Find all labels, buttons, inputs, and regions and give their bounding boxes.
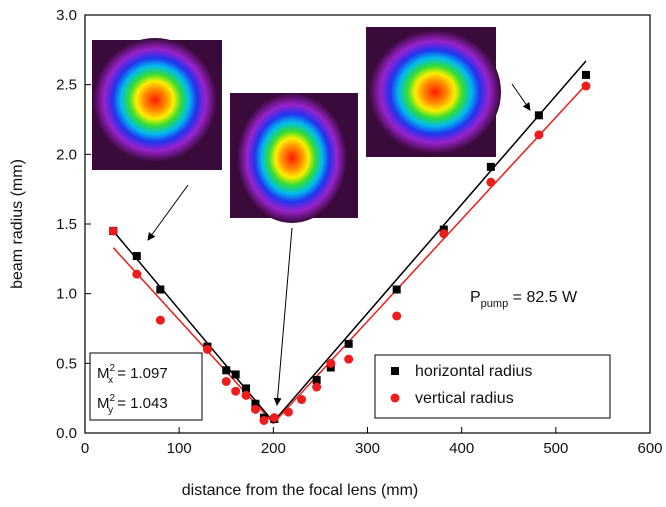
- y-tick-label: 3.0: [56, 7, 77, 24]
- point: [232, 370, 240, 378]
- point: [326, 359, 335, 368]
- beam-images: [92, 27, 501, 223]
- point: [259, 416, 268, 425]
- point: [582, 71, 590, 79]
- x-tick-label: 300: [355, 440, 380, 457]
- point: [203, 345, 212, 354]
- chart: distance from the focal lens (mm) beam r…: [0, 0, 666, 502]
- y-tick-label: 1.5: [56, 216, 77, 233]
- legend-marker: [391, 367, 399, 375]
- point: [393, 285, 401, 293]
- x-tick-label: 200: [261, 440, 286, 457]
- x-tick-label: 500: [543, 440, 568, 457]
- point: [392, 311, 401, 320]
- x-tick-label: 0: [81, 440, 89, 457]
- x-tick-label: 100: [167, 440, 192, 457]
- pump-power: Ppump = 82.5 W: [470, 289, 578, 310]
- point: [251, 405, 260, 414]
- point: [487, 163, 495, 171]
- point: [581, 82, 590, 91]
- x-axis-label: distance from the focal lens (mm): [182, 482, 419, 499]
- point: [231, 387, 240, 396]
- point: [534, 130, 543, 139]
- point: [222, 366, 230, 374]
- x-tick-label: 600: [637, 440, 662, 457]
- point: [132, 270, 141, 279]
- point: [284, 408, 293, 417]
- point: [345, 340, 353, 348]
- point: [270, 413, 279, 422]
- legend: horizontal radius vertical radius: [375, 355, 610, 418]
- legend-marker: [391, 394, 400, 403]
- point: [242, 391, 251, 400]
- y-tick-label: 0.0: [56, 425, 77, 442]
- point: [439, 229, 448, 238]
- point: [156, 316, 165, 325]
- point: [297, 395, 306, 404]
- point: [109, 226, 118, 235]
- y-tick-label: 1.0: [56, 286, 77, 303]
- point: [312, 383, 321, 392]
- y-tick-label: 2.5: [56, 77, 77, 94]
- x-tick-label: 400: [449, 440, 474, 457]
- point: [156, 285, 164, 293]
- legend-label: horizontal radius: [415, 363, 532, 380]
- legend-label: vertical radius: [415, 390, 514, 407]
- point: [486, 178, 495, 187]
- y-tick-label: 0.5: [56, 355, 77, 372]
- point: [344, 355, 353, 364]
- point: [222, 377, 231, 386]
- y-axis-label: beam radius (mm): [9, 159, 26, 289]
- y-tick-label: 2.0: [56, 146, 77, 163]
- point: [133, 252, 141, 260]
- point: [535, 111, 543, 119]
